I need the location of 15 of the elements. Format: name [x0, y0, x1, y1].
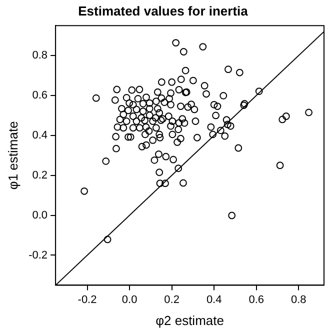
x-tick-label: 0.2: [164, 294, 180, 306]
y-tick-label: 0.8: [32, 50, 48, 62]
y-tick-label: 0.6: [32, 90, 48, 102]
y-axis-title: φ1 estimate: [5, 121, 20, 190]
y-tick-label: 0.2: [32, 169, 48, 182]
x-axis-title: φ2 estimate: [156, 312, 224, 328]
x-tick-label: 0.6: [248, 294, 264, 306]
chart-title: Estimated values for inertia: [78, 3, 249, 18]
y-tick-label: 0.4: [32, 129, 48, 142]
x-tick-label: 0.8: [290, 294, 306, 306]
y-tick-label: 0.0: [32, 209, 48, 222]
y-tick-label: -0.2: [28, 249, 48, 262]
x-tick-label: 0.0: [122, 294, 138, 306]
x-tick-label: -0.2: [78, 294, 97, 306]
x-tick-label: 0.4: [206, 294, 222, 306]
